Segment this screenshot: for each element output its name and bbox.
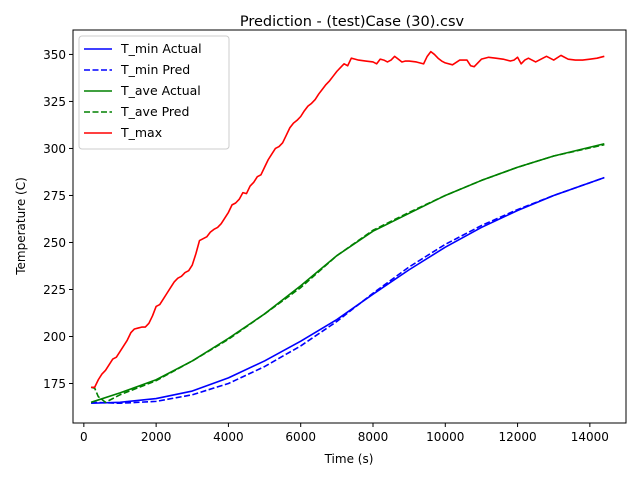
x-tick-label: 2000 [141, 430, 172, 444]
x-tick-label: 10000 [426, 430, 464, 444]
y-tick-label: 200 [43, 330, 66, 344]
series-line-t-ave-pred [90, 143, 605, 404]
y-axis-label: Temperature (C) [14, 177, 28, 276]
series-line-t-min-actual [91, 176, 605, 405]
y-tick-label: 275 [43, 189, 66, 203]
y-tick-label: 300 [43, 142, 66, 156]
y-tick-label: 325 [43, 95, 66, 109]
x-tick-label: 6000 [285, 430, 316, 444]
y-tick-label: 225 [43, 283, 66, 297]
legend-entry-label: T_max [120, 125, 162, 140]
x-tick-label: 12000 [498, 430, 536, 444]
legend-entry-label: T_min Actual [120, 41, 202, 56]
x-tick-label: 4000 [213, 430, 244, 444]
legend-box [78, 35, 230, 150]
y-tick-label: 350 [43, 48, 66, 62]
legend-entry-label: T_min Pred [120, 62, 190, 77]
x-axis-label: Time (s) [324, 452, 374, 466]
x-tick-label: 0 [80, 430, 88, 444]
x-tick-label: 14000 [571, 430, 609, 444]
plot-lines [90, 50, 605, 405]
plot-frame [72, 29, 627, 424]
x-tick-label: 8000 [358, 430, 389, 444]
series-line-t-min-pred [91, 176, 605, 405]
legend: T_min Actual T_min Pred T_ave Actual T_ave … [78, 35, 230, 150]
y-tick-label: 250 [43, 236, 66, 250]
chart-title: Prediction - (test)Case (30).csv [240, 14, 465, 30]
y-tick-label: 175 [43, 377, 66, 391]
legend-entry-label: T_ave Actual [120, 83, 201, 98]
series-line-t-max [91, 50, 605, 389]
legend-entry-label: T_ave Pred [120, 104, 189, 119]
y-axis: 175 200 225 250 275 300 325 350 [43, 48, 73, 391]
x-axis: 0 2000 4000 6000 8000 10000 12000 14000 [80, 423, 609, 444]
